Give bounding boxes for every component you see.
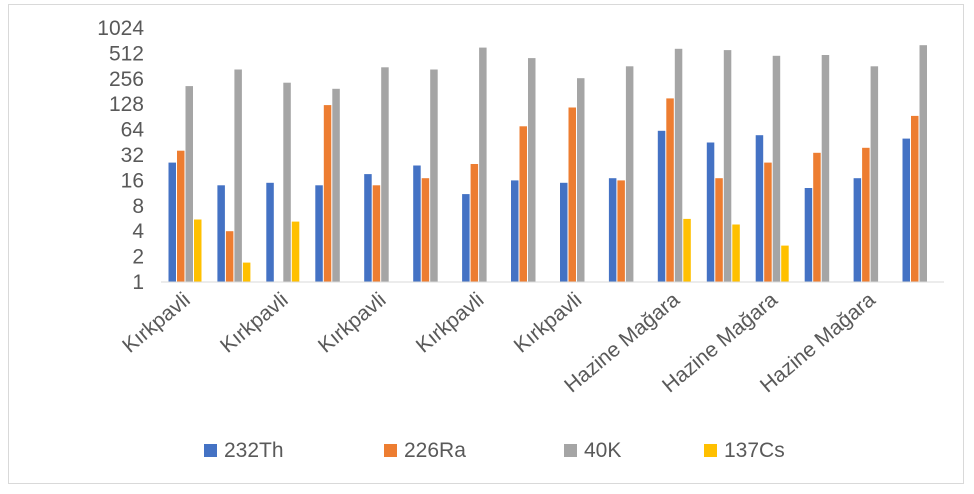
- legend-label-40k: 40K: [584, 439, 621, 462]
- legend-swatch-137cs: [704, 444, 717, 457]
- bar-226ra: [421, 178, 430, 282]
- bar-40k: [577, 78, 585, 282]
- bar-40k: [479, 47, 487, 282]
- bar-232th: [266, 182, 274, 282]
- bar-226ra: [862, 147, 870, 282]
- y-tick-label: 1: [132, 271, 144, 294]
- bar-232th: [168, 162, 176, 282]
- bar-226ra: [911, 115, 919, 283]
- bar-226ra: [715, 178, 723, 282]
- bar-232th: [364, 174, 372, 282]
- bar-40k: [332, 88, 340, 282]
- legend: 232Th 226Ra 40K 137Cs: [204, 439, 785, 462]
- legend-swatch-232th: [204, 444, 217, 457]
- y-tick-label: 2: [132, 246, 144, 269]
- bar-137cs: [194, 219, 202, 282]
- bar-40k: [772, 55, 781, 282]
- bar-232th: [853, 178, 862, 282]
- y-tick-label: 16: [121, 169, 144, 192]
- bar-137cs: [291, 221, 300, 282]
- y-tick-label: 4: [132, 220, 144, 243]
- x-axis-labels: Kırkpavli Kırkpavli Kırkpavli Kırkpavli Kırk…: [118, 288, 880, 397]
- bar-40k: [381, 67, 389, 282]
- bar-226ra: [177, 150, 185, 282]
- bar-232th: [462, 194, 470, 282]
- x-category-label: Kırkpavli: [510, 288, 586, 357]
- bar-40k: [919, 45, 927, 283]
- bar-40k: [234, 69, 242, 282]
- bars: [168, 45, 927, 283]
- bar-137cs: [242, 262, 251, 282]
- x-category-label: Kırkpavli: [314, 288, 390, 357]
- bar-40k: [870, 66, 879, 282]
- bar-232th: [315, 185, 323, 282]
- y-tick-label: 8: [132, 195, 144, 218]
- bar-137cs: [781, 245, 789, 282]
- bar-226ra: [323, 105, 332, 282]
- bar-232th: [217, 185, 225, 282]
- y-tick-label: 32: [121, 144, 144, 167]
- bar-226ra: [519, 126, 527, 282]
- bar-232th: [511, 180, 519, 282]
- bar-40k: [185, 86, 193, 282]
- legend-swatch-226ra: [384, 444, 397, 457]
- bar-226ra: [372, 185, 381, 282]
- bar-226ra: [470, 164, 479, 282]
- legend-label-137cs: 137Cs: [724, 439, 785, 462]
- y-tick-label: 1024: [97, 17, 144, 40]
- legend-swatch-40k: [564, 444, 577, 457]
- bar-226ra: [764, 162, 772, 282]
- bar-232th: [706, 142, 715, 282]
- bar-40k: [723, 50, 732, 282]
- chart-frame: 1 2 4 8 16 32 64 128 256 512 1024 Kırkpavli Kırkpav…: [8, 4, 964, 484]
- bar-226ra: [813, 152, 821, 282]
- bar-226ra: [617, 180, 625, 282]
- legend-label-226ra: 226Ra: [404, 439, 466, 462]
- bar-232th: [902, 138, 910, 282]
- bar-40k: [430, 69, 438, 282]
- bar-226ra: [225, 231, 234, 282]
- bar-232th: [804, 188, 813, 282]
- x-category-label: Kırkpavli: [216, 288, 292, 357]
- bar-232th: [755, 135, 764, 282]
- bar-40k: [283, 82, 291, 282]
- x-category-label: Kırkpavli: [412, 288, 488, 357]
- y-tick-label: 128: [109, 93, 144, 116]
- bar-40k: [821, 55, 830, 282]
- legend-label-232th: 232Th: [224, 439, 284, 462]
- bar-40k: [674, 48, 683, 282]
- x-category-label: Kırkpavli: [118, 288, 194, 357]
- bar-137cs: [683, 218, 691, 282]
- y-tick-label: 64: [121, 119, 145, 142]
- bar-232th: [608, 178, 617, 282]
- bar-232th: [657, 130, 666, 282]
- y-tick-label: 512: [109, 42, 144, 65]
- bar-137cs: [732, 224, 740, 282]
- bar-232th: [560, 182, 568, 282]
- bar-232th: [413, 165, 421, 282]
- bar-40k: [528, 58, 536, 282]
- bar-226ra: [666, 98, 674, 283]
- y-tick-label: 256: [109, 68, 144, 91]
- bar-226ra: [568, 107, 576, 282]
- bar-40k: [625, 66, 634, 282]
